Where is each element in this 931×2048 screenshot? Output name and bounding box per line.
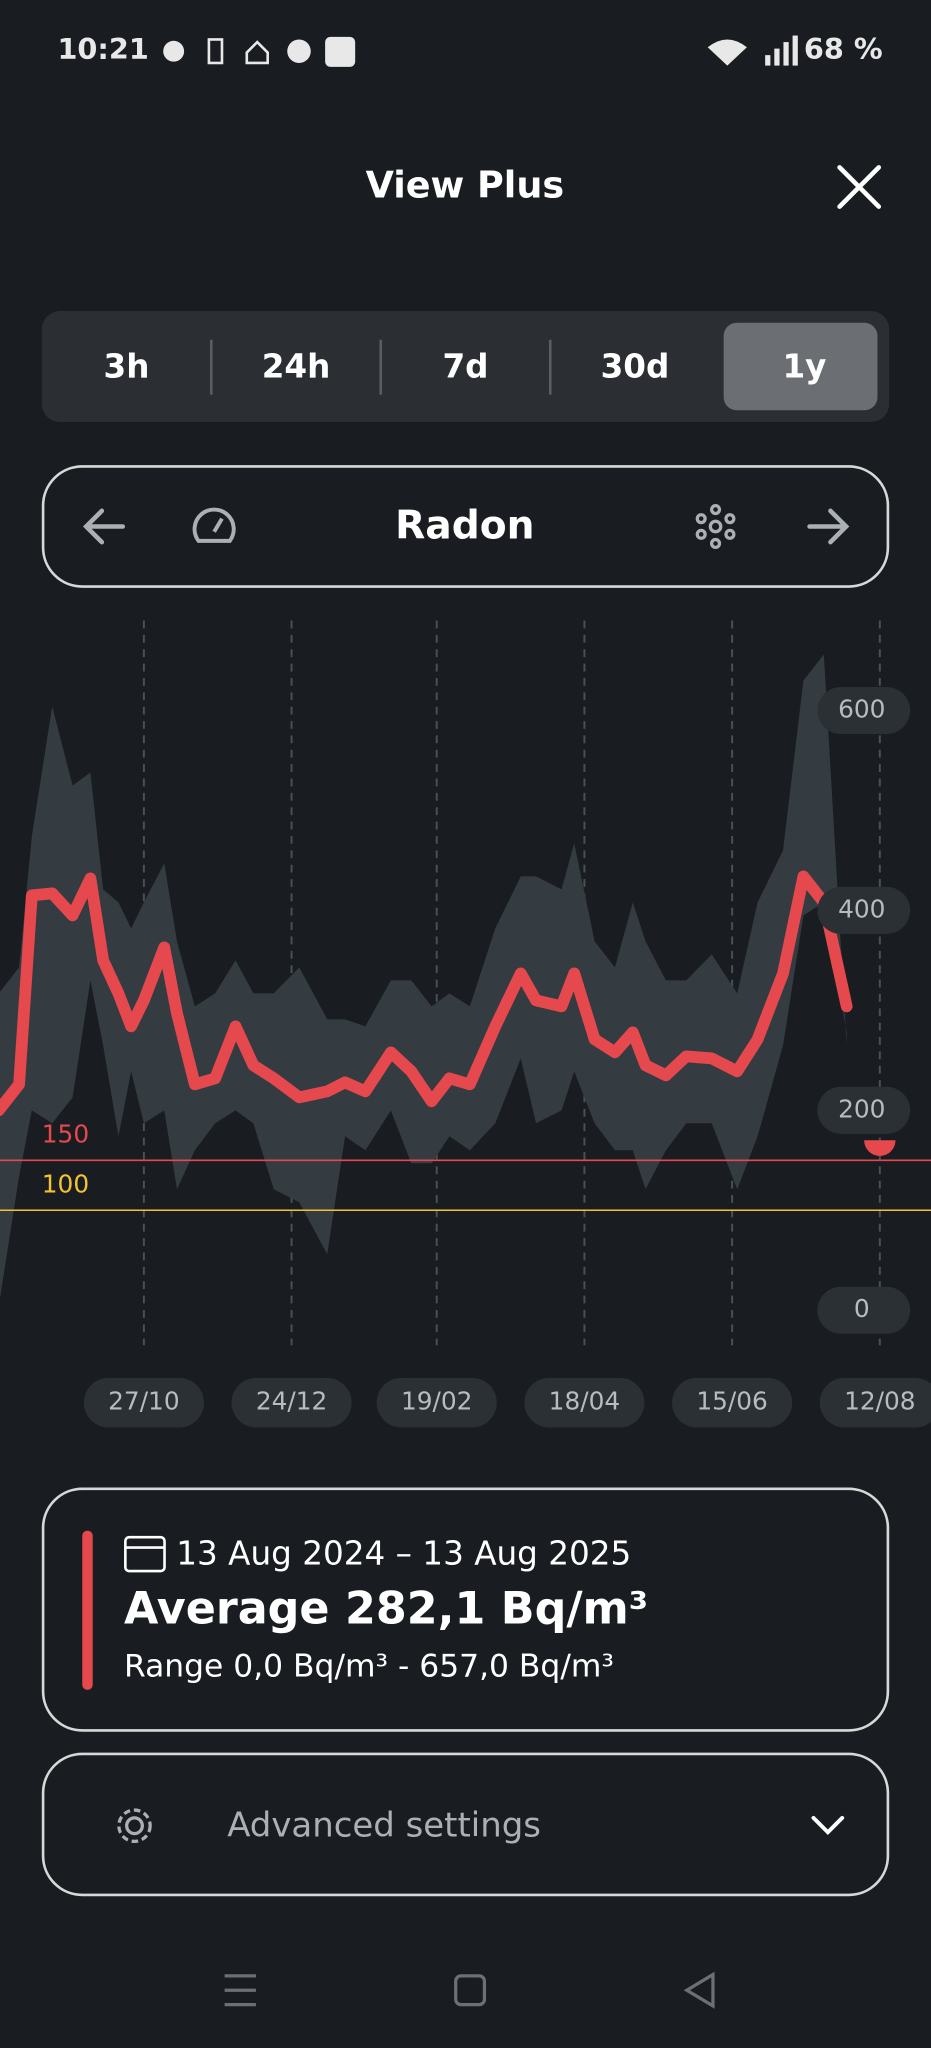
current-marker bbox=[864, 1140, 896, 1156]
x-tick-label: 18/04 bbox=[549, 1387, 620, 1416]
tab[interactable]: 3h bbox=[104, 348, 150, 386]
settings-card[interactable] bbox=[41, 1752, 890, 1897]
expand-chevron[interactable] bbox=[811, 1815, 845, 1836]
next-button[interactable] bbox=[807, 508, 850, 545]
tab[interactable]: 1y bbox=[782, 348, 826, 386]
tab[interactable]: 30d bbox=[601, 348, 670, 386]
x-tick-pill bbox=[819, 1377, 931, 1428]
x-tick-label: 24/12 bbox=[256, 1387, 327, 1416]
x-tick-pill bbox=[83, 1377, 204, 1428]
x-tick-pill bbox=[231, 1377, 352, 1428]
threshold-label: 100 bbox=[42, 1169, 89, 1198]
prev-button[interactable] bbox=[82, 508, 126, 545]
tab[interactable]: 24h bbox=[262, 348, 331, 386]
average: Average 282,1 Bq/m³ bbox=[124, 1584, 648, 1635]
summary-card bbox=[41, 1487, 890, 1732]
period: 13 Aug 2024 – 13 Aug 2025 bbox=[176, 1534, 631, 1572]
y-tick-label: 600 bbox=[838, 694, 885, 723]
x-tick-label: 12/08 bbox=[844, 1387, 915, 1416]
calendar-icon bbox=[124, 1535, 166, 1573]
range-band bbox=[0, 654, 847, 1299]
y-tick-pill bbox=[817, 1086, 911, 1134]
threshold-label: 150 bbox=[42, 1119, 89, 1148]
y-tick-pill bbox=[817, 1286, 911, 1334]
x-tick-pill bbox=[524, 1377, 645, 1428]
close-button[interactable] bbox=[837, 165, 882, 209]
battery: 68 % bbox=[804, 32, 883, 66]
tab-bar bbox=[41, 311, 890, 423]
y-tick-pill bbox=[817, 686, 911, 734]
status-icons bbox=[163, 36, 356, 67]
range: Range 0,0 Bq/m³ - 657,0 Bq/m³ bbox=[124, 1649, 614, 1685]
y-tick-pill bbox=[817, 886, 911, 934]
signal-icons bbox=[707, 35, 798, 66]
status-time: 10:21 bbox=[57, 32, 148, 66]
x-tick-label: 19/02 bbox=[401, 1387, 472, 1416]
sensor-name: Radon bbox=[395, 503, 534, 548]
title: View Plus bbox=[366, 164, 565, 207]
x-tick-label: 15/06 bbox=[696, 1387, 767, 1416]
tab[interactable]: 7d bbox=[442, 348, 488, 386]
gear-icon bbox=[117, 1808, 152, 1844]
sensor-selector bbox=[41, 465, 890, 588]
x-tick-label: 27/10 bbox=[108, 1387, 179, 1416]
radon-line bbox=[0, 870, 853, 1117]
sensor-icon bbox=[695, 503, 736, 550]
gauge-icon bbox=[192, 507, 236, 543]
summary-accent bbox=[82, 1530, 93, 1690]
nav-bar bbox=[224, 1971, 715, 2009]
y-tick-label: 400 bbox=[838, 894, 885, 923]
y-tick-label: 200 bbox=[838, 1094, 885, 1123]
x-tick-pill bbox=[672, 1377, 793, 1428]
x-tick-pill bbox=[376, 1377, 497, 1428]
settings-label: Advanced settings bbox=[227, 1806, 541, 1846]
y-tick-label: 0 bbox=[854, 1294, 870, 1323]
tab-selected bbox=[723, 322, 878, 411]
